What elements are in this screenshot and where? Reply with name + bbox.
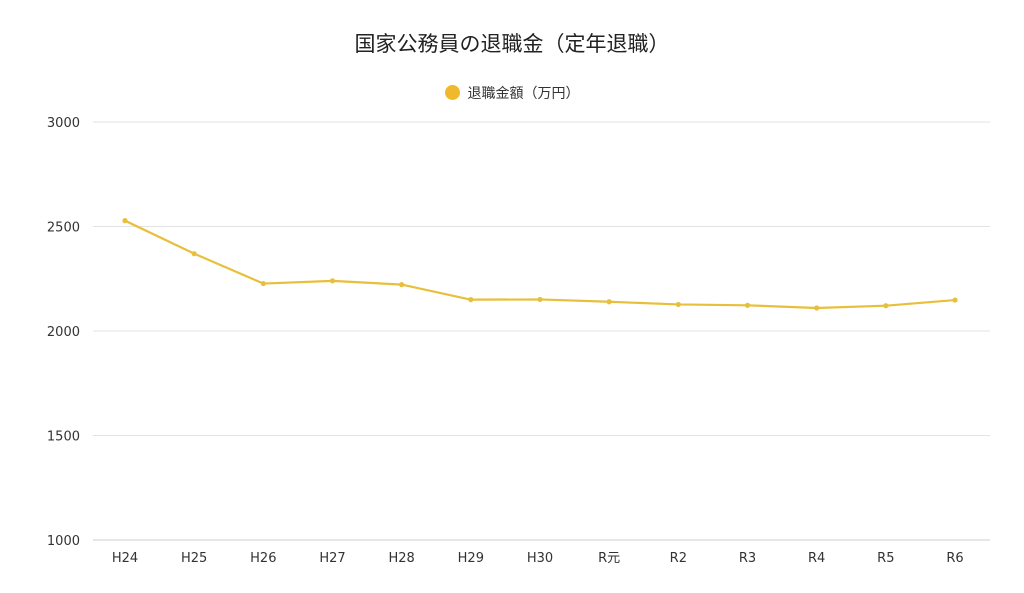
data-point <box>122 218 128 224</box>
data-point <box>399 282 405 288</box>
x-tick-label: R3 <box>739 551 756 566</box>
y-tick-label: 1500 <box>47 430 80 445</box>
y-tick-label: 2000 <box>47 325 80 340</box>
x-tick-label: H26 <box>250 551 276 566</box>
y-tick-label: 3000 <box>47 116 80 131</box>
data-point <box>814 305 820 311</box>
x-tick-label: H25 <box>181 551 207 566</box>
data-point <box>675 301 681 308</box>
data-point <box>744 302 751 308</box>
legend-label: 退職金額（万円） <box>467 86 580 102</box>
x-tick-label: R2 <box>670 551 687 566</box>
data-point <box>260 280 266 287</box>
x-tick-label: H30 <box>527 551 553 566</box>
data-point <box>191 251 197 257</box>
data-point <box>537 296 543 303</box>
x-tick-label: R6 <box>946 551 963 566</box>
legend-marker-icon <box>444 85 460 100</box>
data-point <box>468 297 474 303</box>
data-point <box>329 278 336 284</box>
series-line <box>124 219 956 310</box>
x-tick-label: H29 <box>458 551 484 566</box>
x-tick-label: H24 <box>112 551 138 566</box>
x-tick-label: R元 <box>598 551 620 566</box>
y-tick-label: 2500 <box>47 221 80 236</box>
chart-title: 国家公務員の退職金（定年退職） <box>354 32 670 56</box>
data-point <box>606 299 612 305</box>
legend: 退職金額（万円） <box>0 83 1024 103</box>
x-tick-label: H27 <box>319 551 345 566</box>
data-point <box>952 297 958 303</box>
x-tick-label: R5 <box>877 551 894 566</box>
x-tick-label: R4 <box>808 551 825 566</box>
y-tick-label: 1000 <box>47 534 80 549</box>
x-tick-label: H28 <box>389 551 415 566</box>
data-point <box>883 303 889 309</box>
